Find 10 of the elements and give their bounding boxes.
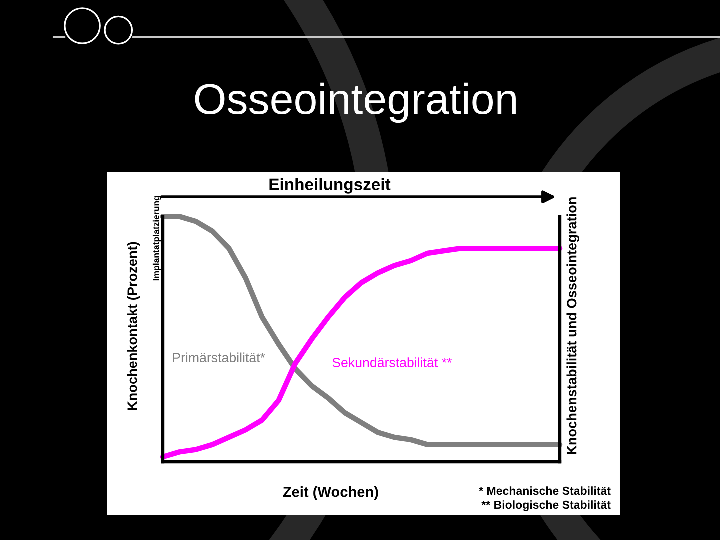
text: Implantatplatzierung <box>152 196 162 281</box>
y2-axis-title: Knochenstabilität und Osseointegration <box>566 198 580 454</box>
y-axis-title: Knochenkontakt (Prozent) <box>127 242 140 410</box>
series-label: Primärstabilität* <box>173 352 266 363</box>
text: ** Biologische Stabilität <box>482 500 611 512</box>
chart-title: Osseointegration <box>195 82 516 124</box>
text: Einheilungszeit <box>270 178 391 194</box>
text: * Mechanische Stabilität <box>479 486 611 496</box>
text: Sekundärstabilität ** <box>332 358 452 368</box>
x-axis-title: Zeit (Wochen) <box>283 486 378 500</box>
